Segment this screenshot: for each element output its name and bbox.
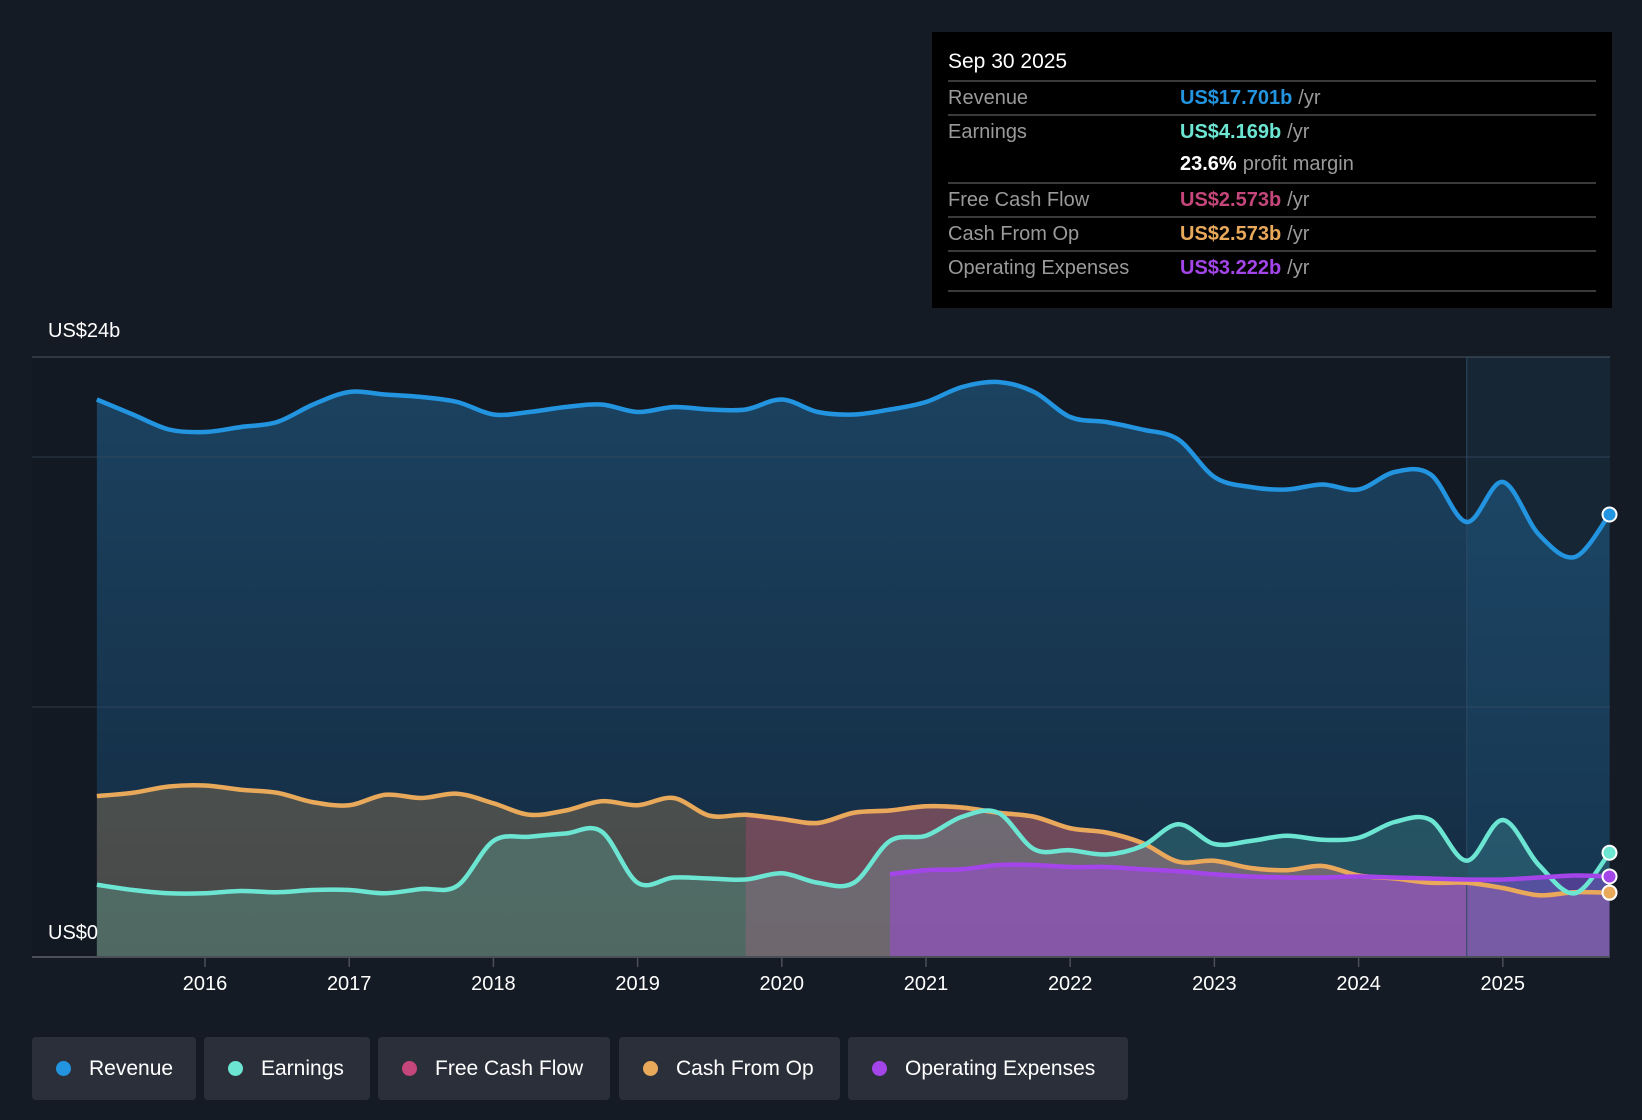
- x-tick-label: 2024: [1336, 973, 1381, 995]
- legend-dot-icon: [402, 1061, 417, 1076]
- tooltip-row: Operating Expenses US$3.222b/yr: [948, 250, 1596, 286]
- tooltip-unit: /yr: [1287, 189, 1310, 211]
- tooltip-value: US$2.573b/yr: [1180, 223, 1309, 246]
- x-tick-label: 2021: [904, 973, 949, 995]
- tooltip-divider: [948, 290, 1596, 292]
- tooltip-unit: /yr: [1298, 87, 1321, 109]
- tooltip-unit: /yr: [1287, 257, 1310, 279]
- tooltip-value-text: US$2.573b: [1180, 189, 1282, 211]
- legend-label: Operating Expenses: [905, 1056, 1096, 1080]
- legend-label: Free Cash Flow: [435, 1056, 584, 1080]
- legend-dot-icon: [643, 1061, 658, 1076]
- tooltip-value: US$4.169b/yr: [1180, 121, 1309, 144]
- legend-item-operating-expenses[interactable]: Operating Expenses: [848, 1037, 1128, 1100]
- y-axis-label-max: US$24b: [48, 320, 121, 342]
- operating-expenses-area: [889, 864, 1610, 957]
- x-tick-label: 2022: [1048, 973, 1093, 995]
- tooltip: Sep 30 2025 Revenue US$17.701b/yr Earnings…: [932, 32, 1612, 308]
- tooltip-label: Revenue: [948, 87, 1029, 109]
- legend-item-free-cash-flow[interactable]: Free Cash Flow: [378, 1037, 610, 1100]
- tooltip-label: Operating Expenses: [948, 257, 1130, 279]
- tooltip-value: US$17.701b/yr: [1180, 87, 1321, 110]
- x-tick-label: 2020: [760, 973, 805, 995]
- x-tick-label: 2016: [183, 973, 228, 995]
- tooltip-value-text: US$3.222b: [1180, 257, 1282, 279]
- earnings-end-point: [1601, 844, 1618, 861]
- tooltip-date: Sep 30 2025: [948, 50, 1068, 73]
- tooltip-value: US$2.573b/yr: [1180, 189, 1309, 212]
- tooltip-row: Cash From Op US$2.573b/yr: [948, 216, 1596, 252]
- tooltip-unit: /yr: [1287, 223, 1310, 245]
- legend-item-earnings[interactable]: Earnings: [204, 1037, 370, 1100]
- tooltip-value-text: US$2.573b: [1180, 223, 1282, 245]
- tooltip-value-text: US$4.169b: [1180, 121, 1282, 143]
- tooltip-row: Free Cash Flow US$2.573b/yr: [948, 182, 1596, 218]
- operating-expenses-end-point: [1601, 868, 1618, 885]
- tooltip-label: Free Cash Flow: [948, 189, 1090, 211]
- legend-dot-icon: [872, 1061, 887, 1076]
- tooltip-value: 23.6% profit margin: [1180, 153, 1354, 176]
- legend-dot-icon: [56, 1061, 71, 1076]
- revenue-area: [96, 381, 1610, 957]
- x-tick-label: 2025: [1481, 973, 1526, 995]
- legend-dot-icon: [228, 1061, 243, 1076]
- tooltip-unit: profit margin: [1242, 153, 1354, 175]
- tooltip-label: Earnings: [948, 121, 1027, 143]
- tooltip-row: Revenue US$17.701b/yr: [948, 80, 1596, 116]
- legend-label: Revenue: [89, 1056, 174, 1080]
- legend-label: Earnings: [261, 1056, 344, 1080]
- tooltip-value: US$3.222b/yr: [1180, 257, 1309, 280]
- highlight-region: [1466, 357, 1610, 957]
- tooltip-row: 23.6% profit margin: [948, 148, 1596, 182]
- cash-from-op-area: [96, 785, 1610, 957]
- cash-from-op-end-point: [1601, 884, 1618, 901]
- x-tick-label: 2017: [327, 973, 372, 995]
- tooltip-label: Cash From Op: [948, 223, 1080, 245]
- legend-item-cash-from-op[interactable]: Cash From Op: [619, 1037, 840, 1100]
- revenue-line: [95, 379, 1612, 560]
- tooltip-value-text: 23.6%: [1180, 153, 1237, 175]
- operating-expenses-line: [889, 862, 1610, 882]
- legend-item-revenue[interactable]: Revenue: [32, 1037, 196, 1100]
- x-tick-label: 2018: [471, 973, 516, 995]
- y-axis-label-min: US$0: [48, 922, 99, 944]
- x-tick-label: 2019: [615, 973, 660, 995]
- tooltip-row: Earnings US$4.169b/yr: [948, 114, 1596, 150]
- x-tick-label: 2023: [1192, 973, 1237, 995]
- tooltip-value-text: US$17.701b: [1180, 87, 1293, 109]
- legend-label: Cash From Op: [676, 1056, 814, 1080]
- earnings-line: [96, 808, 1612, 896]
- tooltip-unit: /yr: [1287, 121, 1310, 143]
- revenue-end-point: [1601, 506, 1618, 523]
- free-cash-flow-area: [745, 806, 1610, 957]
